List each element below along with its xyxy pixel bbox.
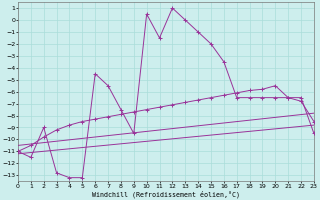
X-axis label: Windchill (Refroidissement éolien,°C): Windchill (Refroidissement éolien,°C) <box>92 190 240 198</box>
